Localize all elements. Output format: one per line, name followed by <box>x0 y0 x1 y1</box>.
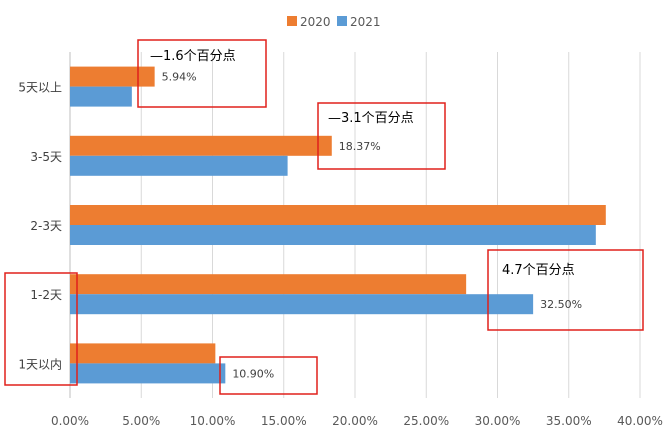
category-label: 5天以上 <box>18 81 62 95</box>
legend-label: 2021 <box>350 15 381 29</box>
data-label: 10.90% <box>232 367 274 380</box>
x-tick-label: 40.00% <box>617 414 663 428</box>
bar-2020-2 <box>70 205 606 225</box>
category-label: 3-5天 <box>30 150 62 164</box>
annotation-text: —1.6个百分点 <box>150 49 236 64</box>
annotation-text: —3.1个百分点 <box>328 111 414 126</box>
bar-2020-4 <box>70 343 216 364</box>
legend-swatch-2020 <box>287 16 297 26</box>
bar-2021-1 <box>70 155 288 176</box>
x-tick-label: 10.00% <box>190 414 236 428</box>
x-tick-label: 15.00% <box>261 414 307 428</box>
legend-swatch-2021 <box>337 16 347 26</box>
category-label: 1天以内 <box>18 357 62 371</box>
bar-2020-0 <box>70 66 155 87</box>
annotation-box-1 <box>317 102 446 170</box>
x-tick-label: 20.00% <box>332 414 378 428</box>
annotation-box-0 <box>137 39 267 108</box>
data-label: 32.50% <box>540 298 582 311</box>
x-tick-label: 5.00% <box>122 414 160 428</box>
annotation-box-2 <box>487 249 644 331</box>
bar-2020-3 <box>70 274 467 295</box>
data-label: 18.37% <box>339 140 381 153</box>
category-label: 1-2天 <box>30 288 62 302</box>
x-tick-label: 25.00% <box>403 414 449 428</box>
x-tick-label: 30.00% <box>475 414 521 428</box>
x-tick-label: 35.00% <box>546 414 592 428</box>
bar-2021-3 <box>70 294 534 315</box>
bar-2021-2 <box>70 225 596 245</box>
x-tick-label: 0.00% <box>51 414 89 428</box>
data-label: 5.94% <box>162 71 197 84</box>
bar-2021-0 <box>70 86 132 107</box>
annotation-box-4 <box>219 356 318 395</box>
annotation-text: 4.7个百分点 <box>502 263 575 278</box>
category-label: 2-3天 <box>30 219 62 233</box>
bar-2020-1 <box>70 135 332 156</box>
annotation-box-3 <box>4 272 78 386</box>
legend-label: 2020 <box>300 15 331 29</box>
bar-2021-4 <box>70 363 226 384</box>
